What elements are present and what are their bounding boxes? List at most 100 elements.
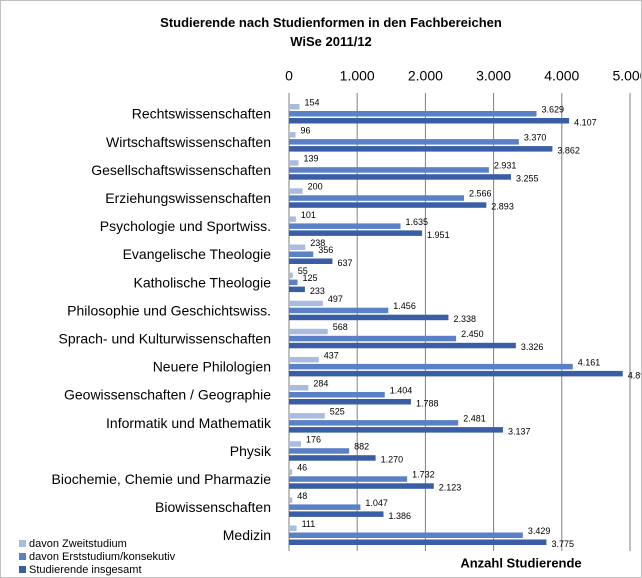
value-label: 3.775 (551, 539, 574, 549)
x-tick-label: 5.000 (612, 68, 641, 84)
value-label: 525 (330, 406, 345, 416)
chart-title: Studierende nach Studienformen in den Fa… (160, 15, 502, 49)
value-label: 1.951 (427, 230, 450, 240)
value-label: 139 (303, 154, 318, 164)
legend-swatch (19, 540, 26, 547)
legend-swatch (19, 566, 26, 573)
value-label: 125 (303, 273, 318, 283)
bar (289, 483, 434, 489)
bar (289, 511, 384, 517)
value-label: 3.370 (524, 132, 547, 142)
bar (289, 455, 376, 461)
category-label: Informatik und Mathematik (106, 415, 272, 431)
bar (289, 427, 503, 433)
value-label: 284 (313, 378, 328, 388)
value-label: 437 (324, 350, 339, 360)
x-axis-title: Anzahl Studierende (460, 555, 581, 570)
category-label: Sprach- und Kulturwissenschaften (59, 331, 271, 347)
x-tick-label: 0 (285, 68, 293, 84)
category-label: Biowissenschaften (155, 499, 271, 515)
category-label: Physik (230, 443, 272, 459)
value-label: 3.429 (528, 526, 551, 536)
bar (289, 202, 487, 208)
value-label: 1.404 (390, 385, 413, 395)
category-label: Wirtschaftswissenschaften (106, 134, 271, 150)
bar (289, 307, 389, 314)
value-label: 4.107 (574, 117, 597, 127)
value-label: 233 (310, 286, 325, 296)
bar (289, 370, 623, 377)
legend-label: davon Erststudium/konsekutiv (29, 551, 176, 563)
bar (289, 146, 553, 152)
bar (289, 160, 299, 166)
value-label: 497 (328, 294, 343, 304)
bar (289, 300, 323, 307)
value-label: 1.456 (393, 301, 416, 311)
bar (289, 132, 296, 138)
bar (289, 286, 305, 293)
bar (289, 174, 511, 180)
value-label: 238 (310, 238, 325, 248)
value-label: 2.123 (439, 483, 462, 493)
bar (289, 223, 401, 229)
value-label: 2.931 (494, 161, 517, 171)
bar (289, 279, 298, 286)
category-label: Philosophie und Geschichtswiss. (67, 302, 271, 318)
bar (289, 251, 314, 257)
value-label: 3.862 (557, 145, 580, 155)
bar (289, 258, 333, 264)
bar (289, 392, 385, 398)
value-label: 200 (308, 182, 323, 192)
value-label: 101 (301, 210, 316, 220)
bar (289, 385, 309, 391)
value-label: 3.629 (541, 104, 564, 114)
category-label: Gesellschaftswissenschaften (91, 162, 271, 178)
bar (289, 167, 489, 173)
value-label: 48 (297, 491, 307, 501)
bar (289, 532, 523, 538)
value-label: 356 (318, 245, 333, 255)
value-label: 637 (337, 258, 352, 268)
value-label: 2.893 (491, 202, 514, 212)
category-label: Katholische Theologie (133, 274, 271, 290)
value-label: 3.255 (516, 174, 539, 184)
bar (289, 356, 319, 363)
value-label: 96 (301, 125, 311, 135)
value-label: 2.566 (469, 189, 492, 199)
bar (289, 539, 547, 545)
value-label: 1.732 (412, 470, 435, 480)
category-label: Medizin (223, 527, 271, 543)
bar (289, 230, 423, 236)
bar (289, 216, 296, 222)
value-label: 3.137 (508, 426, 531, 436)
value-label: 1.386 (389, 511, 412, 521)
value-label: 4.893 (628, 370, 641, 380)
bar (289, 244, 306, 250)
bar (289, 342, 516, 349)
bar (289, 328, 328, 335)
value-label: 882 (354, 442, 369, 452)
bar (289, 111, 537, 117)
bar (289, 188, 303, 194)
x-tick-label: 1.000 (340, 68, 375, 84)
bar (289, 525, 297, 531)
bar (289, 399, 411, 405)
legend-label: davon Zweitstudium (29, 538, 127, 550)
x-tick-label: 4.000 (544, 68, 579, 84)
value-label: 176 (306, 435, 321, 445)
bar (289, 441, 302, 447)
value-label: 46 (297, 463, 307, 473)
category-label: Psychologie und Sportwiss. (100, 218, 271, 234)
category-label: Geowissenschaften / Geographie (64, 387, 271, 403)
bar (289, 118, 570, 124)
category-label: Evangelische Theologie (123, 246, 272, 262)
legend-label: Studierende insgesamt (29, 564, 142, 576)
bar (289, 420, 459, 426)
value-label: 1.635 (406, 217, 429, 227)
value-label: 4.161 (578, 357, 601, 367)
value-label: 2.481 (463, 413, 486, 423)
value-label: 2.338 (453, 314, 476, 324)
bar (289, 335, 457, 342)
